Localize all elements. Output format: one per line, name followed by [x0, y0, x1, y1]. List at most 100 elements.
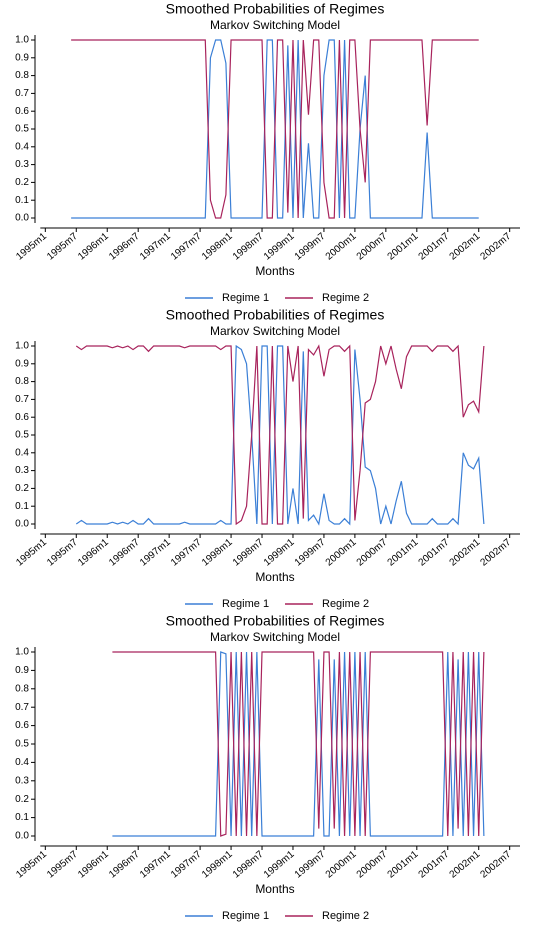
x-tick-label: 1997m7	[169, 537, 204, 569]
y-tick-label: 0.0	[15, 831, 29, 842]
x-tick-label: 2000m1	[324, 231, 359, 263]
y-tick-label: 0.6	[15, 412, 29, 423]
y-tick-label: 0.4	[15, 757, 29, 768]
x-tick-label: 1995m1	[14, 537, 49, 569]
x-tick-label: 1997m7	[169, 231, 204, 263]
x-tick-label: 2001m7	[417, 849, 452, 881]
y-tick-label: 0.3	[15, 775, 29, 786]
x-tick-label: 2000m7	[355, 537, 390, 569]
x-tick-label: 1996m7	[107, 849, 142, 881]
x-tick-label: 1997m1	[138, 537, 173, 569]
x-tick-label: 1999m7	[293, 849, 328, 881]
x-tick-label: 1997m1	[138, 231, 173, 263]
x-tick-label: 2002m1	[448, 849, 483, 881]
x-tick-label: 1997m7	[169, 849, 204, 881]
legend-label: Regime 1	[222, 910, 269, 922]
x-tick-label: 1998m7	[231, 849, 266, 881]
y-tick-label: 0.3	[15, 159, 29, 170]
y-tick-label: 0.1	[15, 195, 29, 206]
y-tick-label: 1.0	[15, 647, 29, 658]
x-tick-label: 1997m1	[138, 849, 173, 881]
y-tick-label: 0.3	[15, 465, 29, 476]
series-line	[112, 651, 485, 837]
y-tick-label: 0.8	[15, 683, 29, 694]
chart-title: Smoothed Probabilities of Regimes	[166, 1, 385, 17]
x-tick-label: 2000m1	[324, 849, 359, 881]
x-tick-label: 2001m7	[417, 537, 452, 569]
y-tick-label: 0.1	[15, 812, 29, 823]
x-tick-label: 2001m1	[386, 537, 421, 569]
chart-subtitle: Markov Switching Model	[210, 630, 340, 644]
y-tick-label: 0.5	[15, 430, 29, 441]
x-tick-label: 1996m1	[76, 231, 111, 263]
x-tick-label: 2002m1	[448, 537, 483, 569]
x-tick-label: 1996m7	[107, 537, 142, 569]
x-axis-label: Months	[255, 882, 294, 896]
y-tick-label: 0.0	[15, 519, 29, 530]
x-tick-label: 2000m7	[355, 849, 390, 881]
y-tick-label: 0.9	[15, 52, 29, 63]
x-tick-label: 1995m7	[45, 231, 80, 263]
series-line	[75, 344, 485, 526]
x-tick-label: 2002m1	[448, 231, 483, 263]
x-tick-label: 2000m7	[355, 231, 390, 263]
series-line	[75, 344, 485, 526]
x-tick-label: 2002m7	[479, 231, 514, 263]
y-tick-label: 0.8	[15, 376, 29, 387]
legend-label: Regime 2	[322, 910, 369, 922]
x-tick-label: 1995m7	[45, 849, 80, 881]
legend-label: Regime 2	[322, 598, 369, 610]
chart-title: Smoothed Probabilities of Regimes	[166, 307, 385, 323]
y-tick-label: 0.2	[15, 177, 29, 188]
x-tick-label: 2000m1	[324, 537, 359, 569]
x-tick-label: 2002m7	[479, 537, 514, 569]
x-tick-label: 1999m1	[262, 537, 297, 569]
x-tick-label: 1995m7	[45, 537, 80, 569]
y-tick-label: 0.8	[15, 70, 29, 81]
x-tick-label: 1998m7	[231, 231, 266, 263]
x-tick-label: 1999m1	[262, 231, 297, 263]
y-tick-label: 0.6	[15, 720, 29, 731]
y-tick-label: 0.0	[15, 213, 29, 224]
x-tick-label: 2001m1	[386, 849, 421, 881]
y-tick-label: 0.7	[15, 88, 29, 99]
chart-subtitle: Markov Switching Model	[210, 18, 340, 32]
y-tick-label: 0.6	[15, 106, 29, 117]
series-line	[112, 651, 485, 837]
y-tick-label: 0.2	[15, 483, 29, 494]
y-tick-label: 0.9	[15, 358, 29, 369]
x-tick-label: 2002m7	[479, 849, 514, 881]
x-axis-label: Months	[255, 264, 294, 278]
x-tick-label: 1998m7	[231, 537, 266, 569]
y-tick-label: 0.5	[15, 739, 29, 750]
x-tick-label: 1995m1	[14, 849, 49, 881]
y-tick-label: 1.0	[15, 35, 29, 46]
x-tick-label: 1999m1	[262, 849, 297, 881]
legend-label: Regime 2	[322, 292, 369, 304]
y-tick-label: 0.9	[15, 665, 29, 676]
x-tick-label: 1996m1	[76, 849, 111, 881]
legend-label: Regime 1	[222, 598, 269, 610]
x-tick-label: 2001m1	[386, 231, 421, 263]
y-tick-label: 0.7	[15, 394, 29, 405]
x-tick-label: 1998m1	[200, 231, 235, 263]
y-tick-label: 0.4	[15, 447, 29, 458]
x-tick-label: 1996m7	[107, 231, 142, 263]
x-tick-label: 1996m1	[76, 537, 111, 569]
x-tick-label: 1995m1	[14, 231, 49, 263]
series-line	[71, 39, 479, 219]
y-tick-label: 1.0	[15, 341, 29, 352]
x-tick-label: 1998m1	[200, 537, 235, 569]
y-tick-label: 0.5	[15, 124, 29, 135]
chart-subtitle: Markov Switching Model	[210, 324, 340, 338]
chart-title: Smoothed Probabilities of Regimes	[166, 613, 385, 629]
y-tick-label: 0.7	[15, 702, 29, 713]
x-tick-label: 1998m1	[200, 849, 235, 881]
x-tick-label: 1999m7	[293, 537, 328, 569]
x-axis-label: Months	[255, 570, 294, 584]
y-tick-label: 0.2	[15, 794, 29, 805]
y-tick-label: 0.4	[15, 141, 29, 152]
x-tick-label: 1999m7	[293, 231, 328, 263]
y-tick-label: 0.1	[15, 501, 29, 512]
